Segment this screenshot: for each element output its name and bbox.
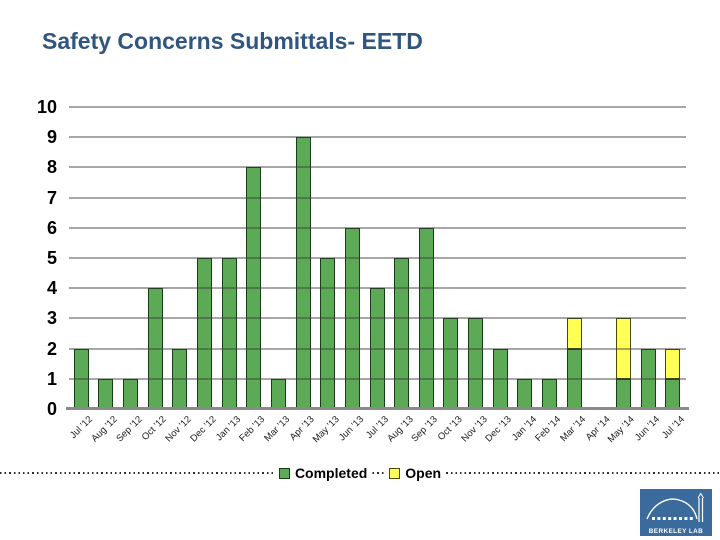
- bar-segment-completed: [418, 227, 434, 409]
- berkeley-lab-dome-icon: BERKELEY LAB: [646, 492, 704, 535]
- y-tick-label: 3: [46, 308, 57, 329]
- y-tick-label: 9: [46, 127, 57, 148]
- bar-segment-completed: [172, 348, 188, 409]
- legend-swatch-open: [389, 467, 401, 479]
- chart-legend: Completed Open: [0, 465, 720, 481]
- berkeley-lab-logo: BERKELEY LAB: [640, 489, 712, 536]
- bar-segment-completed: [517, 378, 533, 409]
- legend-label-open: Open: [405, 465, 442, 481]
- y-tick-label: 7: [46, 187, 57, 208]
- bar-segment-completed: [369, 288, 385, 409]
- bar-segment-completed: [73, 348, 89, 409]
- legend-swatch-completed: [278, 467, 290, 479]
- bar-segment-completed: [221, 258, 237, 409]
- legend-item-open: Open: [386, 465, 445, 481]
- bar-segment-completed: [197, 258, 213, 409]
- legend-label-completed: Completed: [294, 465, 368, 481]
- bar-segment-completed: [320, 258, 336, 409]
- bar-segment-completed: [270, 378, 286, 409]
- bar-segment-completed: [98, 378, 114, 409]
- bar-segment-completed: [344, 227, 360, 409]
- bar-segment-completed: [123, 378, 139, 409]
- y-tick-label: 1: [46, 368, 57, 389]
- y-tick-label: 10: [36, 97, 57, 117]
- bar-segment-open: [615, 318, 631, 379]
- y-tick-label: 0: [46, 399, 57, 419]
- bar-segment-completed: [246, 167, 262, 409]
- y-tick-label: 2: [46, 338, 57, 359]
- bar-segment-completed: [147, 288, 163, 409]
- bar-segment-completed: [566, 348, 582, 409]
- bar-segment-completed: [492, 348, 508, 409]
- bar-segment-completed: [640, 348, 656, 409]
- bar-segment-completed: [394, 258, 410, 409]
- y-tick-label: 5: [46, 248, 57, 268]
- legend-item-completed: Completed: [275, 465, 371, 481]
- bar-segment-completed: [443, 318, 459, 409]
- bar-segment-completed: [665, 378, 681, 409]
- chart-title: Safety Concerns Submittals- EETD: [42, 28, 423, 54]
- bar-segment-completed: [295, 137, 311, 409]
- bar-segment-completed: [615, 378, 631, 409]
- y-tick-label: 4: [46, 278, 57, 299]
- y-tick-label: 8: [46, 157, 57, 178]
- bar-segment-open: [665, 348, 681, 379]
- bar-segment-open: [566, 318, 582, 349]
- bar-segment-completed: [541, 378, 557, 409]
- svg-text:BERKELEY LAB: BERKELEY LAB: [649, 528, 703, 535]
- bar-segment-completed: [468, 318, 484, 409]
- y-tick-label: 6: [46, 217, 57, 238]
